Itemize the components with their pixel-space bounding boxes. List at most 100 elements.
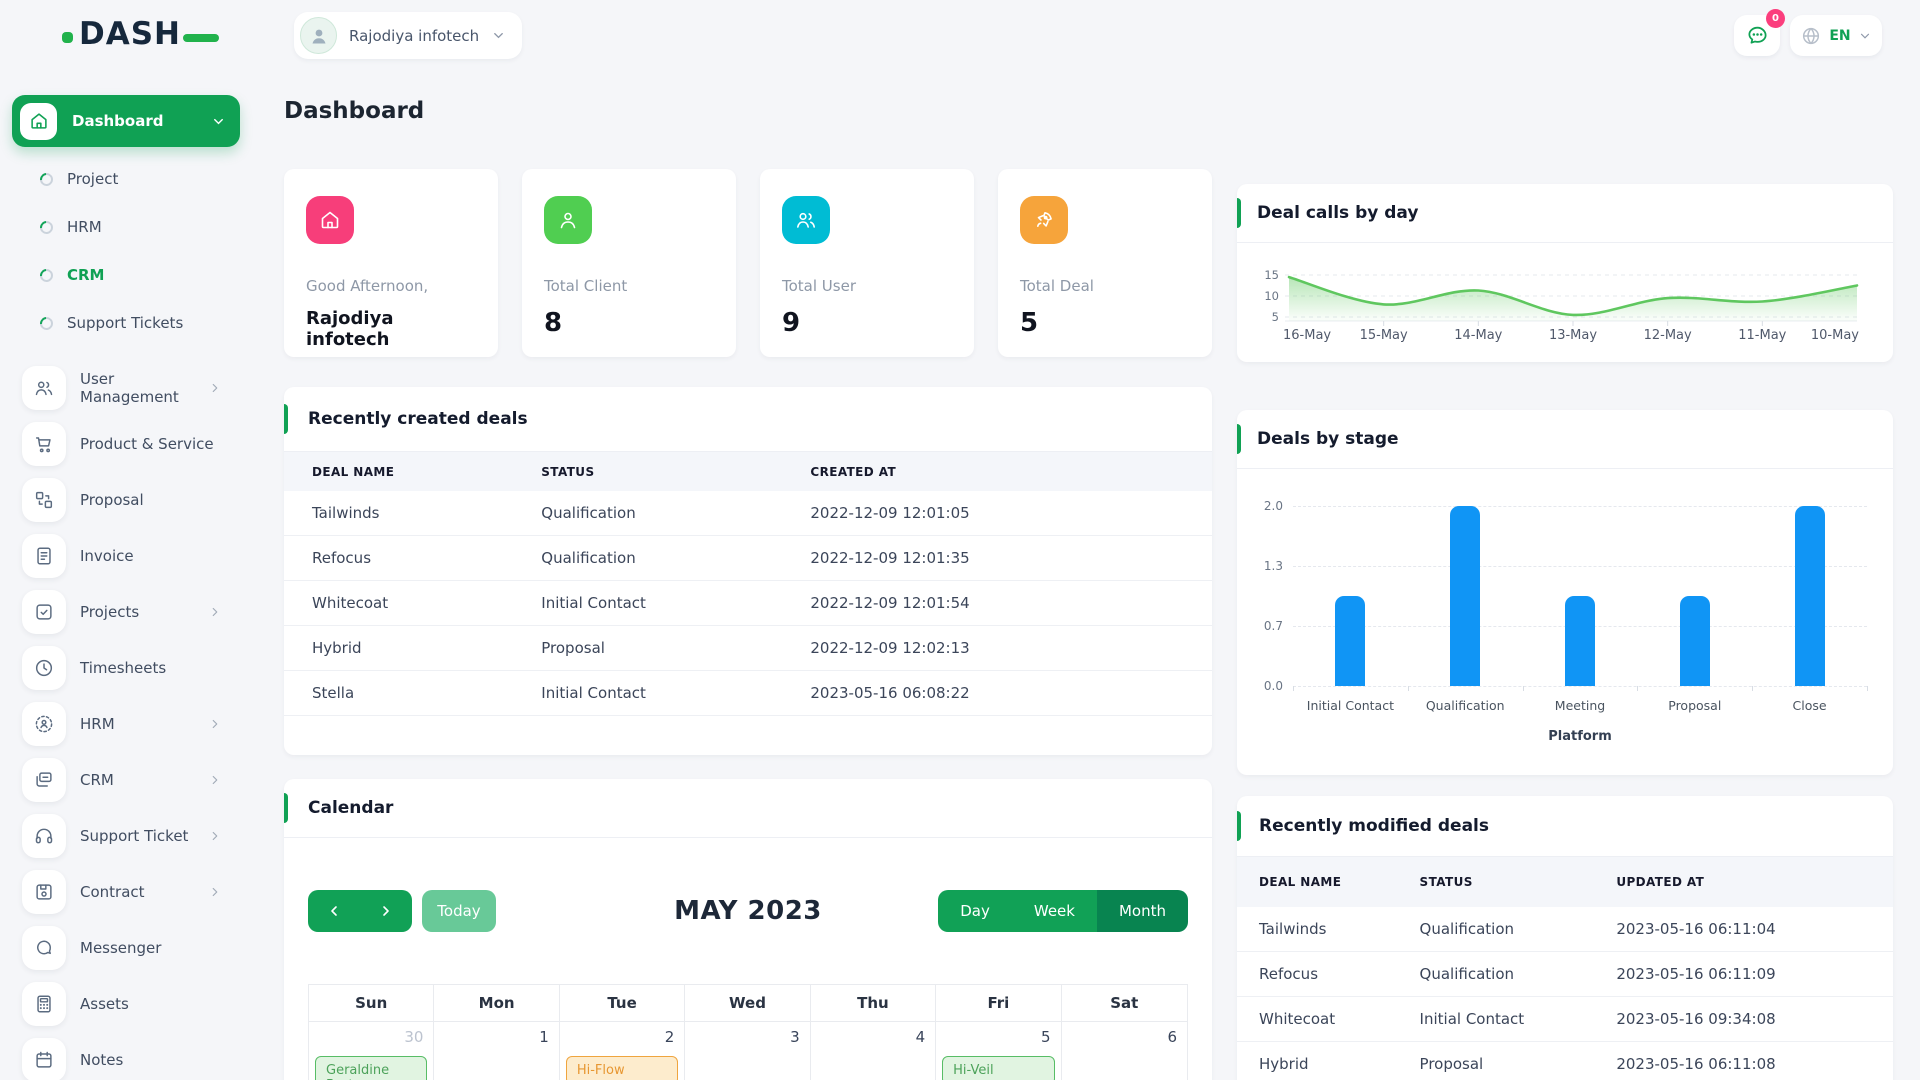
calendar-event[interactable]: Geraldine Burt (315, 1056, 428, 1080)
stat-value: 9 (782, 308, 801, 338)
sidebar-item-contract[interactable]: Contract (12, 864, 240, 920)
deal-calls-by-day-card: Deal calls by day 15 10 5 16-May 15-May 14… (1237, 184, 1893, 362)
sidebar-item-hrm[interactable]: HRM (12, 696, 240, 752)
sidebar-item-crm[interactable]: CRM (12, 752, 240, 808)
calendar-date-number: 3 (790, 1028, 800, 1046)
table-row: Whitecoat Initial Contact 2022-12-09 12:01… (284, 580, 1212, 626)
calendar-day-cell[interactable]: 6 (1062, 1022, 1187, 1080)
main-content: Dashboard Good Afternoon, Rajodiya infot… (284, 98, 1212, 1080)
sidebar-item-timesheets[interactable]: Timesheets (12, 640, 240, 696)
message-count-badge: 0 (1766, 9, 1785, 28)
table-row: Tailwinds Qualification 2022-12-09 12:01:0… (284, 491, 1212, 536)
table-cell: Initial Contact (525, 580, 795, 626)
sidebar-item-proposal[interactable]: Proposal (12, 472, 240, 528)
y-axis-label: 0.0 (1263, 679, 1283, 693)
messages-button[interactable]: 0 (1734, 9, 1785, 56)
language-code: EN (1829, 27, 1851, 44)
logo-accent-dot (62, 31, 73, 43)
stat-value: 5 (1020, 308, 1039, 338)
calendar-day-cell[interactable]: 2 Hi-Flow (560, 1022, 686, 1080)
x-axis-label: Qualification (1425, 698, 1505, 713)
sidebar-item-label: Dashboard (72, 112, 164, 130)
calendar-view-day[interactable]: Day (938, 890, 1012, 932)
table-cell: 2022-12-09 12:02:13 (794, 625, 1212, 671)
table-cell: Qualification (525, 535, 795, 581)
table-row: Hybrid Proposal 2023-05-16 06:11:08 (1237, 1041, 1893, 1080)
svg-text:10: 10 (1264, 289, 1279, 303)
recently-modified-deals-card: Recently modified deals DEAL NAME STATUS U… (1237, 796, 1893, 1080)
calculator-icon (22, 982, 66, 1026)
calendar-prev-button[interactable] (308, 890, 360, 932)
bar-initial-contact (1335, 596, 1366, 686)
sidebar-item-dashboard[interactable]: Dashboard (12, 95, 240, 147)
language-selector[interactable]: EN (1790, 15, 1882, 56)
crm-icon (22, 758, 66, 802)
proposal-icon (22, 478, 66, 522)
calendar-day-cell[interactable]: 1 (434, 1022, 560, 1080)
chevron-right-icon (383, 906, 389, 916)
table-cell: Whitecoat (1237, 996, 1408, 1042)
sidebar-subitem-crm[interactable]: CRM (12, 251, 240, 299)
svg-text:14-May: 14-May (1454, 328, 1502, 343)
bullet-icon (37, 217, 56, 237)
sidebar-item-notes[interactable]: Notes (12, 1032, 240, 1080)
sidebar-item-label: Support Ticket (80, 827, 189, 845)
calendar-event[interactable]: Hi-Veil (942, 1056, 1055, 1080)
calendar-next-button[interactable] (360, 890, 412, 932)
sidebar-subitem-project[interactable]: Project (12, 155, 240, 203)
calendar-day-header-wed: Wed (685, 985, 811, 1022)
chat-icon (1747, 26, 1767, 44)
contract-icon (22, 870, 66, 914)
deal-calls-area-chart: 15 10 5 16-May 15-May 14-May 13-May 12-May 11… (1245, 255, 1887, 351)
bar-chart-x-axis: Initial Contact Qualification Meeting Propo… (1293, 698, 1867, 713)
table-cell: Refocus (284, 535, 526, 581)
calendar-day-cell[interactable]: 5 Hi-Veil (936, 1022, 1062, 1080)
bar-close (1794, 506, 1825, 686)
calendar-week-row: 30 Geraldine Burt 1 2 Hi-Flow 3 4 5 Hi-V… (309, 1022, 1187, 1080)
sidebar-subitem-hrm[interactable]: HRM (12, 203, 240, 251)
calendar-today-button[interactable]: Today (422, 890, 496, 932)
calendar-date-number: 30 (404, 1028, 424, 1046)
sidebar-item-support-ticket[interactable]: Support Ticket (12, 808, 240, 864)
calendar-toolbar: Today MAY 2023 Day Week Month (308, 890, 1188, 932)
calendar-event[interactable]: Hi-Flow (565, 1056, 679, 1080)
app-logo[interactable]: DASH (62, 16, 219, 52)
calendar-date-number: 1 (539, 1028, 549, 1046)
sidebar-item-product-service[interactable]: Product & Service (12, 416, 240, 472)
sidebar-item-label: Invoice (80, 547, 134, 565)
sidebar-item-user-management[interactable]: User Management (12, 360, 240, 416)
sidebar-subitem-support-tickets[interactable]: Support Tickets (12, 299, 240, 347)
table-cell: 2023-05-16 06:11:09 (1604, 951, 1893, 997)
users-icon (22, 366, 66, 410)
company-selector[interactable]: Rajodiya infotech (294, 12, 523, 59)
table-cell: Stella (284, 670, 526, 716)
bar-plot-area (1293, 506, 1868, 691)
calendar-view-month[interactable]: Month (1096, 890, 1188, 932)
calendar-view-week[interactable]: Week (1011, 890, 1097, 932)
calendar-day-cell[interactable]: 4 (811, 1022, 937, 1080)
sidebar-item-invoice[interactable]: Invoice (12, 528, 240, 584)
table-cell: Proposal (1407, 1041, 1605, 1080)
sidebar-item-messenger[interactable]: Messenger (12, 920, 240, 976)
table-cell: Initial Contact (525, 670, 795, 716)
modified-col-deal-name: DEAL NAME (1237, 857, 1408, 907)
logo-accent-bar (183, 34, 219, 42)
stats-row: Good Afternoon, Rajodiya infotech Total … (284, 169, 1212, 357)
calendar-day-header-fri: Fri (936, 985, 1062, 1022)
sidebar-item-projects[interactable]: Projects (12, 584, 240, 640)
stat-value: Rajodiya infotech (306, 308, 394, 350)
sidebar-item-assets[interactable]: Assets (12, 976, 240, 1032)
calendar-day-cell[interactable]: 30 Geraldine Burt (309, 1022, 435, 1080)
chevron-right-icon (208, 717, 222, 731)
gridline (1293, 566, 1867, 567)
calendar-day-cell[interactable]: 3 (685, 1022, 811, 1080)
topbar-actions: 0 EN (1734, 9, 1882, 56)
x-axis-label: Close (1792, 698, 1827, 713)
card-title: Deal calls by day (1257, 203, 1419, 223)
svg-text:5: 5 (1272, 310, 1279, 324)
sidebar-item-label: User Management (80, 370, 179, 406)
axis-tick (1637, 686, 1639, 691)
recently-modified-deals-table: DEAL NAME STATUS UPDATED AT Tailwinds Qualif… (1237, 857, 1893, 1080)
sidebar-item-label: Projects (80, 603, 140, 621)
